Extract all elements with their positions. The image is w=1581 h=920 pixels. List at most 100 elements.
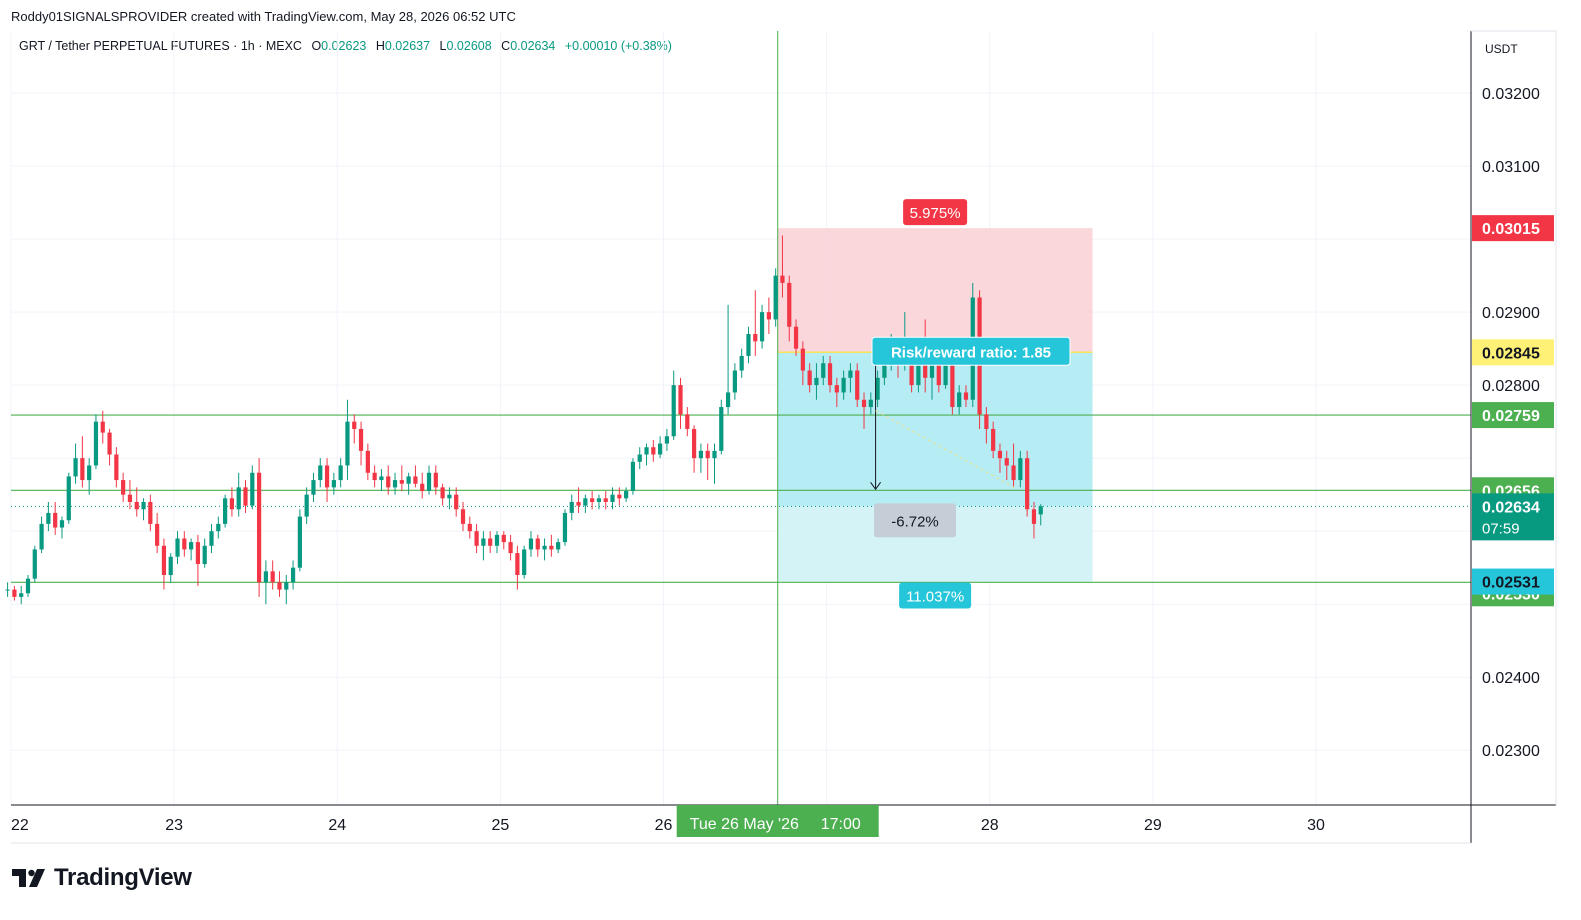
- candle: [705, 443, 710, 481]
- candle: [827, 355, 833, 393]
- candle-body: [127, 494, 133, 502]
- candle: [719, 399, 724, 455]
- candle: [263, 560, 268, 605]
- candle-body: [297, 516, 302, 568]
- candle-body: [535, 538, 540, 550]
- candle-body: [814, 377, 819, 386]
- measure-arrow-head: [870, 481, 881, 491]
- candle: [100, 410, 105, 444]
- candle: [277, 571, 282, 597]
- candle-body: [195, 542, 201, 565]
- candle: [793, 319, 799, 356]
- legend-symbol[interactable]: GRT / Tether PERPETUAL FUTURES · 1h · ME…: [19, 39, 302, 53]
- candle-body: [705, 450, 710, 459]
- candle: [460, 501, 466, 532]
- candle-body: [685, 414, 690, 429]
- candle: [664, 428, 670, 451]
- candle: [848, 363, 853, 393]
- candle-body: [168, 556, 173, 575]
- candle: [698, 443, 704, 473]
- candle: [413, 465, 418, 488]
- candle: [658, 436, 663, 459]
- candle: [576, 487, 581, 513]
- candle: [399, 465, 404, 492]
- candle-body: [107, 432, 112, 455]
- candle: [766, 297, 771, 335]
- candle: [875, 370, 880, 408]
- price-axis[interactable]: USDT 0.02300 0.02400 0.02800 0.02900 0.03100 0…: [1482, 42, 1540, 760]
- candle: [161, 538, 167, 590]
- candle: [290, 560, 296, 590]
- legend-low-value: 0.02608: [446, 39, 492, 53]
- candle-body: [637, 454, 642, 462]
- candle-body: [467, 523, 472, 532]
- candle: [759, 304, 765, 349]
- candle: [1031, 501, 1037, 539]
- candle-body: [603, 498, 608, 502]
- candle-body: [936, 355, 941, 386]
- candle: [651, 439, 656, 462]
- candle-body: [1025, 458, 1030, 510]
- candle-body: [590, 498, 595, 502]
- candle-body: [318, 465, 323, 481]
- candle: [433, 465, 438, 495]
- candle: [997, 443, 1003, 473]
- tradingview-logo[interactable]: TradingView: [12, 864, 192, 892]
- candle-body: [630, 461, 636, 492]
- candle-body: [712, 450, 717, 459]
- candle: [807, 363, 812, 393]
- candle: [53, 501, 58, 535]
- candle-body: [454, 494, 459, 510]
- candle: [617, 487, 622, 506]
- candles: [5, 235, 1043, 605]
- candle-body: [481, 538, 486, 546]
- candle-body: [991, 428, 996, 451]
- candle-body: [651, 447, 656, 455]
- candle: [141, 498, 146, 521]
- current-pct-box: [874, 503, 956, 538]
- target-pct-text: 11.037%: [906, 589, 964, 606]
- stop-price-tag-box: [1472, 215, 1554, 242]
- candle-body: [569, 501, 574, 513]
- candle: [556, 538, 561, 554]
- last-price-box: [1472, 493, 1554, 541]
- candle: [46, 501, 51, 532]
- time-axis[interactable]: 22 23 24 25 26 28 29 30 Tue 26 May '26 17:00: [11, 805, 1325, 837]
- legend-close-label: C: [501, 39, 511, 53]
- candle: [610, 487, 615, 510]
- candle-body: [73, 458, 78, 477]
- candle-body: [909, 355, 914, 386]
- candle-body: [1004, 458, 1009, 466]
- candle-body: [161, 545, 167, 575]
- candle-body: [739, 355, 744, 371]
- horizontal-levels[interactable]: [11, 31, 1471, 805]
- candle: [494, 531, 500, 554]
- candle: [127, 480, 133, 510]
- candle: [644, 443, 649, 466]
- grid-lines: [10, 31, 1471, 805]
- candle: [229, 487, 235, 517]
- candle: [148, 494, 153, 532]
- candle: [467, 516, 472, 539]
- candle-body: [209, 531, 214, 546]
- candle-body: [148, 501, 153, 524]
- candle-body: [841, 377, 846, 393]
- candle: [59, 516, 65, 539]
- time-tick-label: 28: [981, 817, 999, 834]
- trade-path-line: [875, 410, 1015, 488]
- candle: [406, 472, 411, 495]
- candle-body: [916, 348, 921, 386]
- position-zones[interactable]: [777, 228, 1093, 582]
- candle-body: [861, 399, 867, 408]
- candle: [379, 469, 384, 492]
- candle: [318, 458, 323, 488]
- candle: [447, 487, 452, 510]
- candle: [134, 487, 139, 517]
- candle-body: [93, 421, 99, 466]
- candle: [345, 399, 350, 481]
- candle-body: [352, 421, 357, 429]
- candle-body: [698, 450, 704, 459]
- candle-body: [984, 414, 989, 429]
- candle-body: [46, 512, 51, 524]
